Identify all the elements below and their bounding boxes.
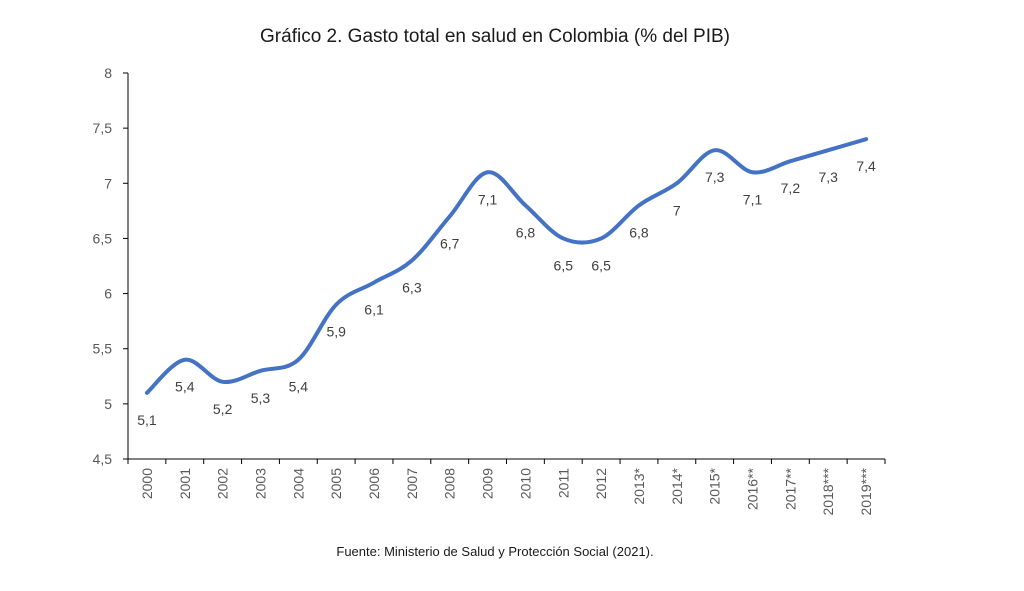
data-point [788,159,792,163]
data-label: 6,8 [516,224,536,240]
data-label: 7,3 [705,169,725,185]
x-tick-label: 2019*** [858,467,874,515]
x-tick-label: 2001 [177,468,193,499]
y-tick-label: 4,5 [93,451,113,467]
data-label: 6,7 [440,235,460,251]
data-point [410,258,414,262]
x-tick-label: 2003 [252,468,268,499]
x-tick-label: 2000 [139,468,155,499]
x-tick-label: 2015* [707,467,723,504]
x-tick-label: 2004 [290,468,306,499]
data-label: 6,5 [554,257,574,273]
y-tick-label: 6 [104,286,112,302]
x-tick-label: 2009 [480,468,496,499]
x-tick-label: 2014* [669,467,685,504]
y-tick-label: 8 [104,65,112,81]
data-label: 5,1 [137,412,157,428]
y-tick-label: 5 [104,396,112,412]
y-tick-label: 5,5 [93,341,113,357]
data-point [599,236,603,240]
data-point [296,358,300,362]
chart-title: Gráfico 2. Gasto total en salud en Colom… [260,26,730,47]
data-label: 7,1 [478,191,498,207]
data-point [486,170,490,174]
data-label: 7,2 [781,180,801,196]
source-note: Fuente: Ministerio de Salud y Protección… [336,544,654,559]
data-point [864,137,868,141]
data-label: 7 [673,202,681,218]
x-tick-label: 2008 [442,468,458,499]
data-point [372,281,376,285]
y-tick-label: 6,5 [93,230,113,246]
x-tick-label: 2007 [404,468,420,499]
axes [127,73,885,460]
x-tick-label: 2016** [745,467,761,510]
data-point [145,391,149,395]
x-tick-labels: 2000 2001 2002 2003 2004 2005 2006 2007 2008 2009… [127,459,886,516]
data-label: 7,3 [818,169,838,185]
data-label: 5,9 [326,324,346,340]
y-tick-label: 7 [104,175,112,191]
data-label: 5,4 [289,379,309,395]
series-points [145,137,868,395]
x-tick-label: 2011 [555,468,571,498]
x-tick-label: 2018*** [820,467,836,515]
data-label: 6,1 [364,302,384,318]
x-tick-label: 2017** [782,467,798,510]
data-label: 6,3 [402,279,422,295]
data-point [751,170,755,174]
x-tick-label: 2006 [366,468,382,499]
data-point [448,214,452,218]
data-labels: 5,1 5,4 5,2 5,3 5,4 5,9 6,1 6,3 6,7 7,1 6,8 6,5 6,5 6… [137,158,876,428]
data-point [258,369,262,373]
data-label: 5,3 [251,390,271,406]
data-point [675,181,679,185]
data-label: 5,4 [175,379,195,395]
data-point [334,303,338,307]
series-line [144,137,869,395]
x-tick-label: 2012 [593,468,609,499]
x-tick-label: 2002 [215,468,231,499]
data-label: 6,8 [629,224,649,240]
data-point [637,203,641,207]
data-point [713,148,717,152]
data-point [826,148,830,152]
x-tick-label: 2013* [631,467,647,504]
data-point [523,203,527,207]
y-tick-label: 7,5 [93,120,113,136]
data-label: 6,5 [591,257,611,273]
data-label: 7,1 [743,191,763,207]
x-tick-label: 2005 [328,468,344,499]
data-label: 5,2 [213,401,233,417]
x-tick-label: 2010 [517,468,533,499]
data-point [221,380,225,384]
data-point [183,358,187,362]
data-label: 7,4 [856,158,876,174]
y-tick-labels: 4,5 5 5,5 6 6,5 7 7,5 8 [93,65,128,467]
data-point [561,236,565,240]
